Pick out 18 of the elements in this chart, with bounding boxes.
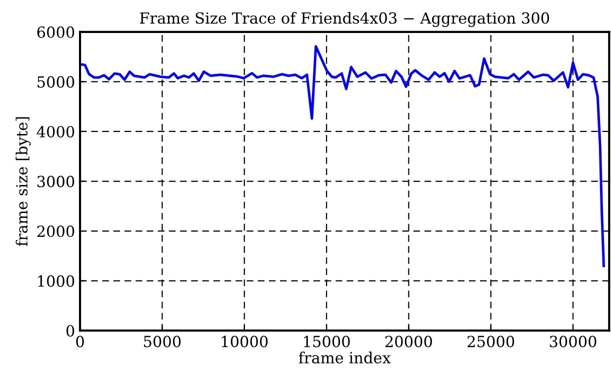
chart-title: Frame Size Trace of Friends4x03 − Aggregation 300 — [140, 12, 550, 27]
x-tick-label: 25000 — [468, 336, 514, 348]
x-tick-label: 15000 — [304, 336, 350, 348]
x-tick-label: 0 — [76, 336, 84, 348]
x-axis-title: frame index — [298, 352, 391, 364]
y-tick-label: 6000 — [37, 26, 74, 38]
y-tick-label: 2000 — [37, 226, 74, 238]
x-tick-label: 30000 — [550, 336, 596, 348]
y-tick-label: 5000 — [38, 76, 74, 88]
y-tick-label: 0 — [66, 325, 74, 337]
x-tick-label: 20000 — [385, 336, 432, 348]
y-tick-label: 3000 — [37, 176, 74, 188]
x-tick-label: 10000 — [222, 336, 268, 348]
y-tick-label: 1000 — [38, 275, 74, 287]
y-tick-label: 4000 — [36, 126, 74, 138]
line-series — [80, 45, 605, 268]
y-axis-title: frame size [byte] — [16, 117, 31, 246]
x-tick-label: 5000 — [144, 336, 181, 348]
